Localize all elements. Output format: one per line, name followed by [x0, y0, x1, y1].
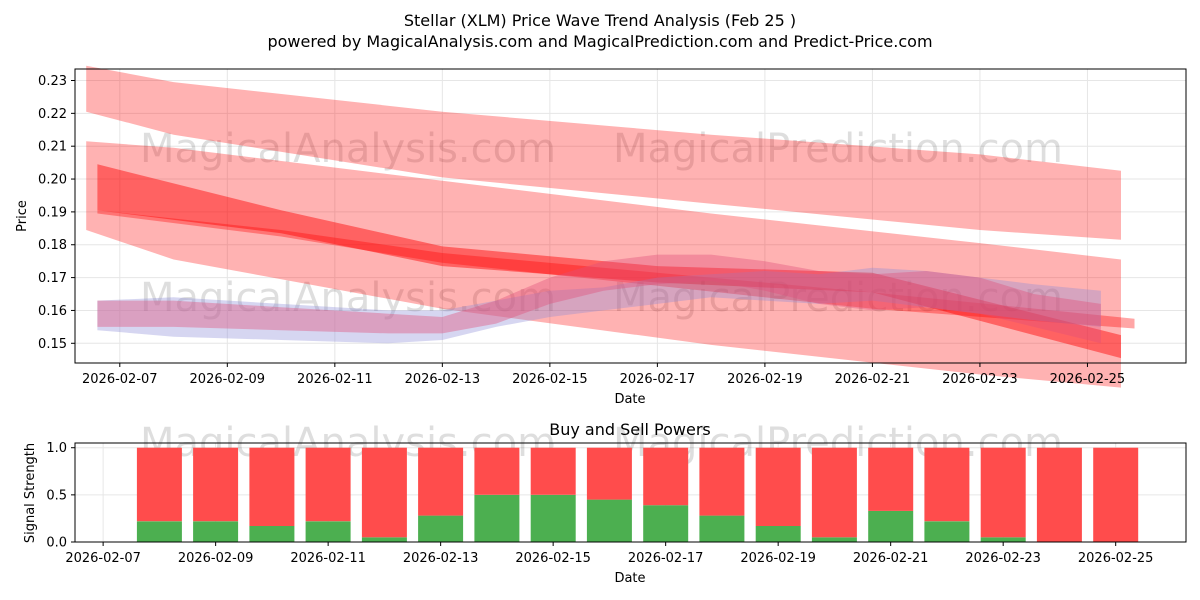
signal-x-tick-label: 2026-02-19	[740, 551, 816, 566]
price-panel: MagicalAnalysis.com MagicalPrediction.co…	[15, 65, 1187, 407]
signal-x-ticks: 2026-02-07 2026-02-09 2026-02-11 2026-02-13…	[65, 542, 1153, 566]
signal-x-tick-label: 2026-02-15	[515, 551, 591, 566]
sell-bar-2026-02-24	[1036, 447, 1082, 542]
sell-bar-2026-02-16	[586, 447, 632, 500]
sell-bar-2026-02-13	[418, 447, 464, 516]
buy-bar-2026-02-09	[193, 521, 239, 542]
price-x-tick-label: 2026-02-23	[942, 372, 1018, 387]
signal-x-tick-label: 2026-02-07	[65, 551, 141, 566]
signal-chart-title: Buy and Sell Powers	[549, 420, 711, 439]
signal-x-tick-label: 2026-02-11	[290, 551, 366, 566]
sell-bar-2026-02-25	[1093, 447, 1139, 542]
signal-x-tick-label: 2026-02-13	[403, 551, 479, 566]
price-watermarks: MagicalAnalysis.com MagicalPrediction.co…	[140, 126, 1063, 321]
buy-bar-2026-02-14	[474, 494, 520, 542]
price-marks	[86, 65, 1135, 388]
price-x-axis-label: Date	[614, 392, 645, 407]
trend-band-lower-trend	[97, 210, 1135, 329]
sell-bar-2026-02-23	[980, 447, 1026, 538]
signal-x-tick-label: 2026-02-09	[178, 551, 254, 566]
price-y-tick-label: 0.19	[38, 205, 67, 220]
signal-y-tick-label: 0.5	[46, 488, 67, 503]
signal-x-tick-label: 2026-02-21	[853, 551, 929, 566]
buy-bar-2026-02-10	[249, 526, 295, 542]
watermark-prediction-top: MagicalPrediction.com	[613, 126, 1063, 172]
wave-band-pink-wave	[97, 254, 1101, 344]
price-x-tick-label: 2026-02-13	[405, 372, 481, 387]
price-grid	[75, 69, 1186, 363]
watermark-prediction-mid: MagicalPrediction.com	[613, 275, 1063, 321]
signal-x-axis-label: Date	[614, 571, 645, 586]
trend-band-middle-channel	[86, 141, 1122, 388]
price-y-tick-label: 0.15	[38, 337, 67, 352]
price-y-tick-label: 0.22	[38, 107, 67, 122]
signal-x-tick-label: 2026-02-25	[1078, 551, 1154, 566]
price-x-tick-label: 2026-02-17	[620, 372, 696, 387]
price-x-tick-label: 2026-02-19	[727, 372, 803, 387]
trend-band-upper-channel	[86, 65, 1122, 240]
sell-bar-2026-02-14	[474, 447, 520, 495]
buy-bar-2026-02-19	[755, 526, 801, 542]
signal-plot-frame	[74, 442, 1187, 543]
price-y-tick-label: 0.18	[38, 238, 67, 253]
price-plot-area	[75, 69, 1186, 363]
signal-x-tick-label: 2026-02-23	[965, 551, 1041, 566]
buy-bar-2026-02-15	[530, 494, 576, 542]
sell-bar-2026-02-09	[193, 447, 239, 522]
chart-subtitle: powered by MagicalAnalysis.com and Magic…	[267, 32, 932, 51]
price-x-tick-label: 2026-02-09	[190, 372, 266, 387]
signal-marks	[136, 447, 1139, 542]
signal-y-axis-label: Signal Strength	[23, 443, 38, 543]
price-x-ticks: 2026-02-07 2026-02-09 2026-02-11 2026-02-13…	[82, 363, 1125, 387]
buy-bar-2026-02-13	[418, 515, 464, 542]
price-x-tick-label: 2026-02-21	[835, 372, 911, 387]
price-x-tick-label: 2026-02-25	[1050, 372, 1126, 387]
price-y-tick-label: 0.20	[38, 173, 67, 188]
buy-bar-2026-02-21	[868, 510, 914, 542]
buy-bar-2026-02-23	[980, 537, 1026, 542]
chart-title: Stellar (XLM) Price Wave Trend Analysis …	[404, 11, 796, 30]
signal-y-ticks: 0.0 0.5 1.0	[46, 441, 75, 551]
price-y-tick-label: 0.23	[38, 74, 67, 89]
sell-bar-2026-02-11	[305, 447, 351, 522]
watermark-analysis-mid: MagicalAnalysis.com	[140, 275, 556, 321]
price-x-tick-label: 2026-02-11	[297, 372, 373, 387]
sell-bar-2026-02-08	[136, 447, 182, 522]
sell-bar-2026-02-12	[361, 447, 407, 538]
watermark-analysis-top: MagicalAnalysis.com	[140, 126, 556, 172]
wave-band-blue-wave	[97, 267, 1101, 344]
sell-bar-2026-02-10	[249, 447, 295, 526]
buy-bar-2026-02-17	[643, 505, 689, 542]
signal-x-tick-label: 2026-02-17	[628, 551, 704, 566]
price-y-tick-label: 0.21	[38, 140, 67, 155]
price-plot-frame	[74, 68, 1187, 364]
buy-bar-2026-02-12	[361, 537, 407, 542]
buy-bar-2026-02-16	[586, 499, 632, 542]
buy-bar-2026-02-22	[924, 521, 970, 542]
signal-panel: Buy and Sell Powers MagicalAnalysis.com …	[23, 420, 1187, 586]
buy-bar-2026-02-08	[136, 521, 182, 542]
price-y-ticks: 0.15 0.16 0.17 0.18 0.19 0.20 0.21 0.22 0.23	[38, 74, 75, 352]
price-y-tick-label: 0.16	[38, 304, 67, 319]
price-y-axis-label: Price	[15, 200, 30, 232]
price-x-tick-label: 2026-02-15	[512, 372, 588, 387]
sell-bar-2026-02-21	[868, 447, 914, 511]
price-y-tick-label: 0.17	[38, 271, 67, 286]
buy-bar-2026-02-11	[305, 521, 351, 542]
sell-bar-2026-02-22	[924, 447, 970, 522]
sell-bar-2026-02-15	[530, 447, 576, 495]
buy-bar-2026-02-20	[811, 537, 857, 542]
sell-bar-2026-02-17	[643, 447, 689, 506]
buy-bar-2026-02-18	[699, 515, 745, 542]
sell-bar-2026-02-19	[755, 447, 801, 526]
price-x-tick-label: 2026-02-07	[82, 372, 158, 387]
signal-y-tick-label: 0.0	[46, 536, 67, 551]
sell-bar-2026-02-20	[811, 447, 857, 538]
sell-bar-2026-02-18	[699, 447, 745, 516]
signal-y-tick-label: 1.0	[46, 441, 67, 456]
